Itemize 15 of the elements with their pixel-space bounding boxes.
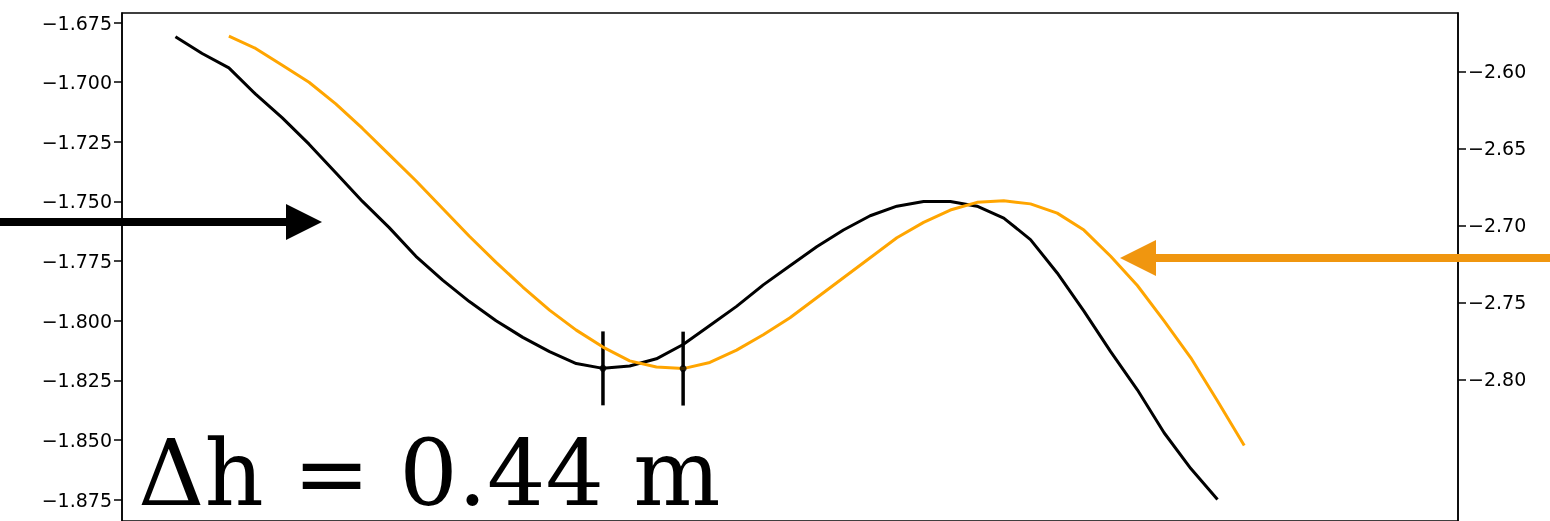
y2-tick-label: −2.75 bbox=[1468, 291, 1527, 314]
y-tick-label: −1.725 bbox=[41, 130, 112, 153]
y-tick-label: −1.850 bbox=[41, 428, 112, 451]
y2-tick-label: −2.60 bbox=[1468, 60, 1527, 83]
y-tick-label: −1.700 bbox=[41, 71, 112, 94]
y2-tick-label: −2.65 bbox=[1468, 137, 1527, 160]
y-tick-label: −1.875 bbox=[41, 488, 112, 511]
y-tick-label: −1.675 bbox=[41, 11, 112, 34]
y-tick-label: −1.750 bbox=[41, 190, 112, 213]
y2-tick-label: −2.70 bbox=[1468, 214, 1527, 237]
annotation: Δh = 0.44 m bbox=[138, 419, 721, 521]
y-tick-label: −1.825 bbox=[41, 369, 112, 392]
y2-tick-label: −2.80 bbox=[1468, 368, 1527, 391]
y-tick-label: −1.775 bbox=[41, 250, 112, 273]
y-tick-label: −1.800 bbox=[41, 309, 112, 332]
